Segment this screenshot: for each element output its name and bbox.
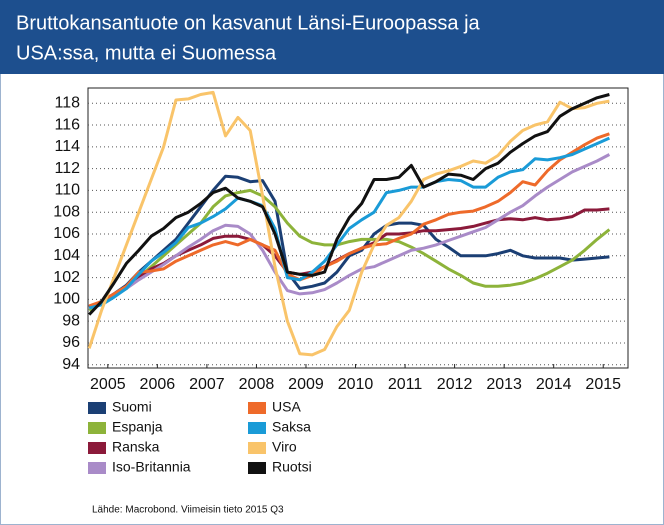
legend-swatch [248,402,266,414]
x-tick-label: 2013 [486,376,522,393]
y-tick-label: 98 [62,312,80,329]
y-tick-label: 114 [54,138,80,155]
y-tick-label: 110 [54,182,80,199]
series-line [88,174,610,309]
y-tick-label: 108 [53,203,80,220]
x-tick-label: 2009 [288,376,324,393]
x-tick-label: 2007 [189,376,225,393]
series-line [87,90,610,357]
y-tick-label: 96 [62,334,80,351]
chart-title: USA:ssa, mutta ei Suomessa [16,42,277,64]
legend-label: Saksa [272,419,311,435]
y-tick-label: 118 [54,94,80,111]
series-line [88,136,611,310]
series-line [88,132,610,308]
source-note: Lähde: Macrobond. Viimeisin tieto 2015 Q… [92,505,284,516]
legend-label: Ranska [112,439,160,455]
y-tick-label: 116 [54,116,80,133]
x-tick-label: 2012 [437,376,473,393]
x-tick-label: 2006 [140,376,176,393]
series-line [88,153,611,310]
x-tick-label: 2014 [536,376,572,393]
legend-label: Suomi [112,399,152,415]
plot-area [87,87,629,369]
y-tick-label: 102 [53,269,80,286]
legend-swatch [248,422,266,434]
x-tick-label: 2005 [90,376,126,393]
y-tick-label: 94 [62,356,80,373]
x-tick-label: 2010 [338,376,374,393]
legend-swatch [88,442,106,454]
legend-swatch [88,402,106,414]
y-tick-label: 100 [53,291,80,308]
legend-swatch [248,462,266,474]
x-tick-label: 2008 [239,376,275,393]
legend-label: Espanja [112,419,163,435]
legend-swatch [88,422,106,434]
chart-title: Bruttokansantuote on kasvanut Länsi-Euro… [16,12,481,34]
legend-label: Ruotsi [272,459,312,475]
legend-swatch [248,442,266,454]
title-banner [0,0,664,74]
series-line [88,93,610,316]
legend-label: Iso-Britannia [112,459,191,475]
y-tick-label: 112 [54,160,80,177]
y-tick-label: 104 [53,247,80,264]
series-line [88,188,611,312]
x-tick-label: 2011 [388,376,423,393]
legend-label: Viro [272,439,297,455]
legend-label: USA [272,399,301,415]
y-tick-label: 106 [53,225,80,242]
legend-swatch [88,462,106,474]
x-tick-label: 2015 [585,376,621,393]
